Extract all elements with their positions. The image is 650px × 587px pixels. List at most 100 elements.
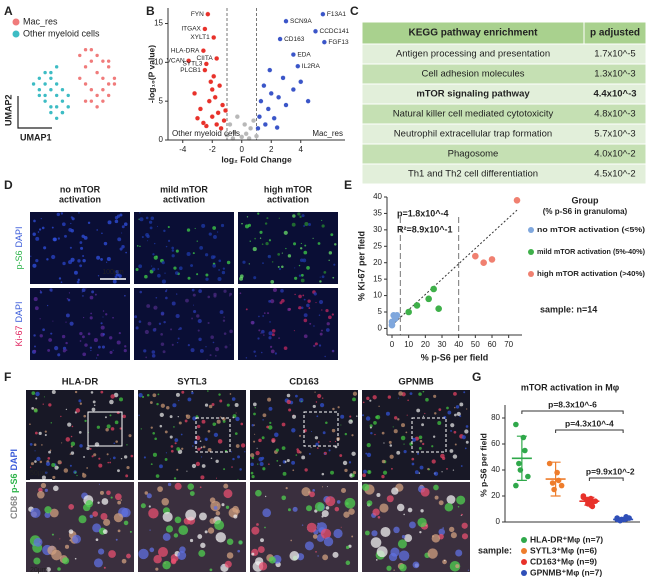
micrograph-speckle: [64, 234, 67, 238]
micrograph-speckle: [313, 292, 317, 296]
micrograph-speckle: [151, 265, 153, 267]
micrograph-speckle: [151, 354, 156, 358]
micrograph-speckle: [143, 349, 147, 353]
micrograph-speckle: [351, 451, 356, 456]
micrograph-speckle: [455, 564, 460, 569]
micrograph-speckle: [239, 276, 244, 281]
micrograph-speckle: [230, 451, 233, 453]
micrograph-speckle: [200, 542, 206, 549]
data-point: [321, 39, 327, 45]
micrograph-speckle: [97, 501, 100, 504]
micrograph-speckle: [268, 331, 273, 336]
micrograph-speckle: [315, 401, 318, 403]
data-point: [405, 308, 412, 316]
micrograph-speckle: [334, 243, 337, 246]
micrograph-speckle: [41, 444, 43, 446]
micrograph-speckle: [298, 294, 302, 299]
micrograph-speckle: [268, 406, 273, 411]
micrograph-speckle: [229, 344, 231, 346]
micrograph-speckle: [367, 470, 372, 475]
micrograph-speckle: [192, 445, 194, 447]
micrograph-speckle: [91, 290, 95, 294]
micrograph-speckle: [281, 446, 286, 451]
micrograph-speckle: [277, 252, 281, 256]
micrograph-speckle: [179, 327, 182, 330]
micrograph-speckle: [319, 276, 321, 278]
stat-annotation: R²=8.9x10^-1: [397, 224, 453, 234]
micrograph-speckle: [61, 334, 66, 339]
micrograph-speckle: [169, 435, 173, 439]
micrograph-speckle: [412, 561, 420, 569]
y-tick-label: 5: [159, 96, 164, 105]
micrograph-speckle: [213, 505, 218, 510]
micrograph-speckle: [118, 274, 122, 278]
micrograph-speckle: [300, 242, 302, 245]
micrograph-speckle: [254, 355, 257, 357]
micrograph-speckle: [206, 358, 208, 360]
micrograph-speckle: [154, 327, 157, 331]
micrograph-speckle: [39, 291, 43, 294]
micrograph-speckle: [303, 334, 308, 339]
micrograph-speckle: [106, 490, 111, 496]
micrograph-speckle: [39, 334, 43, 338]
micrograph-speckle: [321, 510, 329, 518]
row-label-part: DAPI: [14, 301, 24, 322]
micrograph-speckle: [51, 533, 54, 536]
micrograph-speckle: [434, 412, 437, 415]
micrograph-speckle: [411, 462, 415, 466]
y-tick-label: 25: [373, 241, 382, 250]
micrograph-speckle: [231, 397, 236, 401]
micrograph-speckle: [109, 399, 114, 405]
micrograph-speckle: [96, 353, 99, 357]
micrograph-speckle: [409, 521, 416, 529]
micrograph-speckle: [39, 290, 42, 292]
micrograph-speckle: [179, 266, 183, 271]
data-point: [186, 58, 192, 64]
micrograph-speckle: [331, 428, 336, 433]
micrograph-speckle: [222, 267, 226, 270]
micrograph-speckle: [283, 230, 288, 235]
micrograph-speckle: [443, 415, 447, 420]
column-header: SYTL3: [177, 377, 207, 388]
micrograph-speckle: [187, 483, 195, 490]
micrograph-speckle: [52, 237, 57, 242]
data-point: [78, 53, 82, 58]
micrograph-speckle: [48, 403, 52, 407]
error-bar: [550, 461, 561, 497]
micrograph-speckle: [37, 231, 40, 233]
micrograph-speckle: [32, 263, 37, 268]
micrograph-speckle: [375, 415, 381, 420]
micrograph-speckle: [232, 416, 235, 419]
zoom-box: [195, 417, 231, 453]
micrograph-speckle: [403, 513, 405, 516]
micrograph-speckle: [466, 408, 468, 410]
micrograph-speckle: [331, 496, 333, 498]
micrograph-speckle: [174, 516, 182, 524]
micrograph-speckle: [29, 443, 33, 446]
y-tick-label: 40: [491, 465, 500, 474]
data-point: [298, 79, 304, 85]
micrograph-speckle: [171, 246, 175, 250]
micrograph-speckle: [418, 446, 422, 450]
micrograph-speckle: [461, 533, 469, 540]
micrograph-speckle: [251, 552, 255, 556]
micrograph-speckle: [191, 288, 195, 292]
micrograph-speckle: [112, 316, 114, 319]
micrograph-speckle: [262, 262, 264, 265]
data-point: [106, 93, 111, 98]
micrograph-speckle: [160, 333, 163, 336]
micrograph-speckle: [106, 261, 108, 263]
data-point: [218, 125, 224, 131]
data-point: [43, 93, 47, 98]
micrograph-speckle: [301, 487, 311, 497]
micrograph-speckle: [185, 414, 189, 417]
micrograph-speckle: [89, 346, 92, 349]
micrograph-speckle: [293, 242, 297, 246]
micrograph-speckle: [314, 342, 318, 346]
micrograph-speckle: [71, 425, 74, 428]
micrograph-speckle: [287, 508, 291, 512]
micrograph-speckle: [218, 269, 221, 271]
micrograph-speckle: [221, 270, 226, 275]
micrograph-speckle: [344, 468, 348, 473]
micrograph-speckle: [317, 555, 319, 557]
